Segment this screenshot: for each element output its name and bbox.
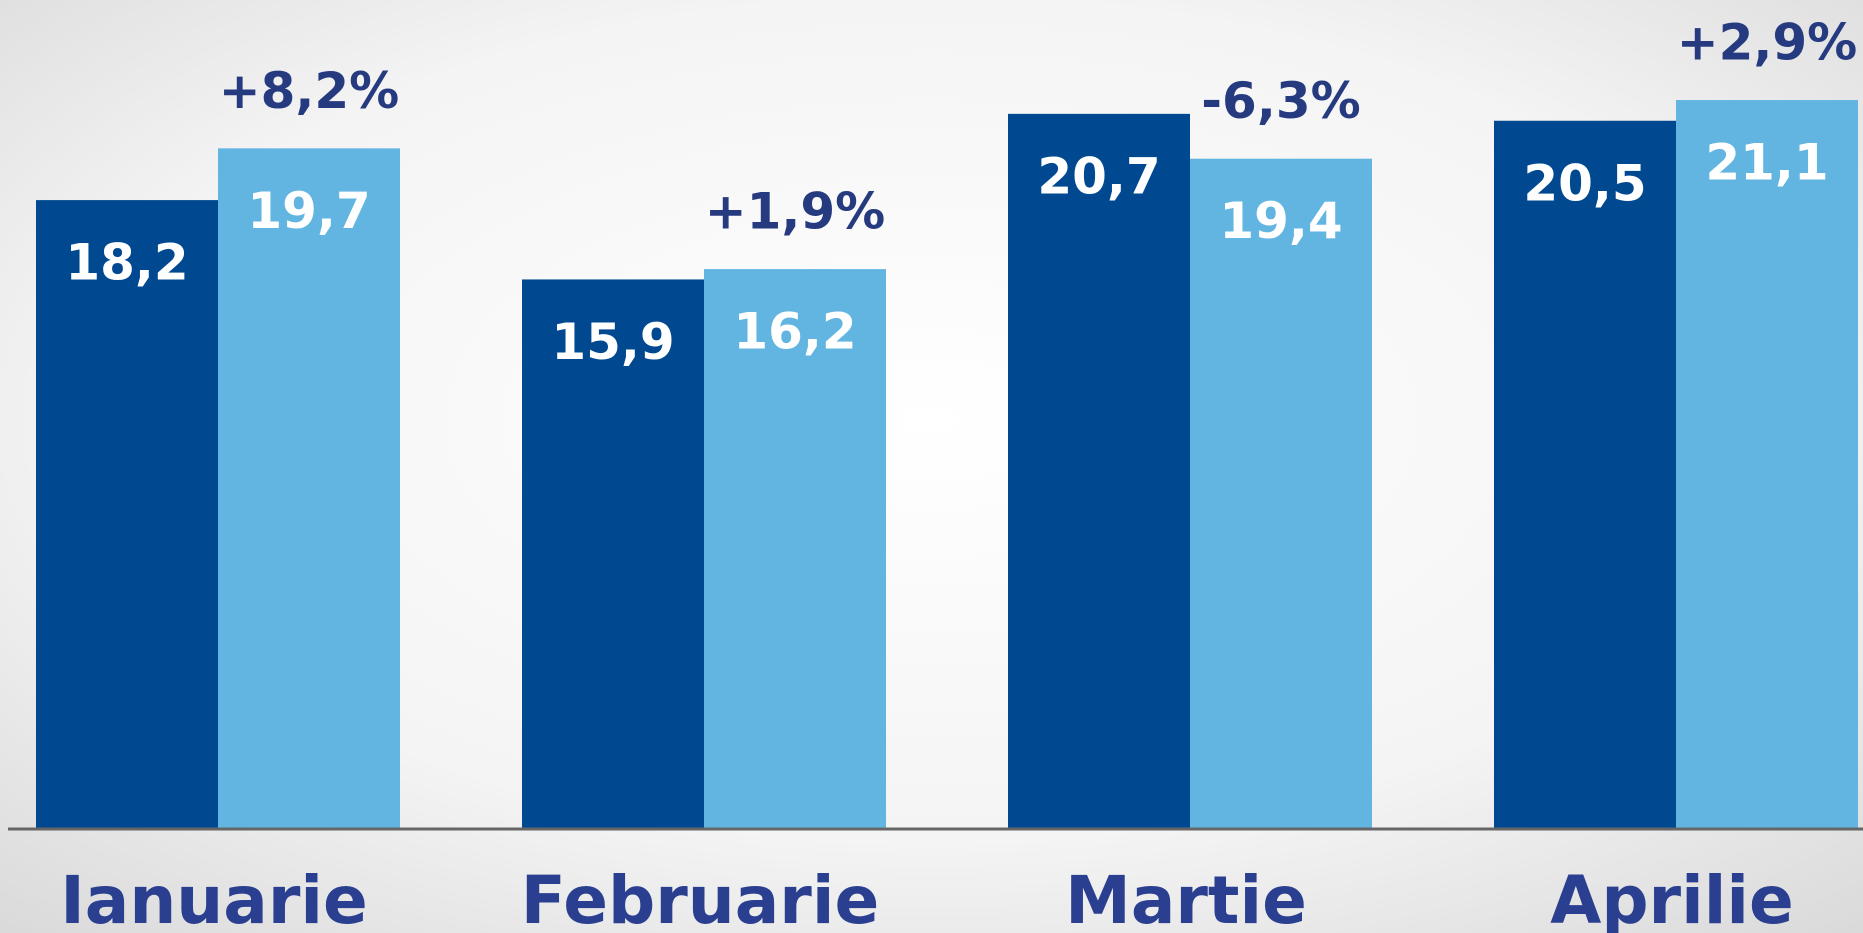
annotation: -6,3% xyxy=(1201,72,1360,130)
bar xyxy=(1676,100,1858,829)
x-tick-label: Martie xyxy=(1065,862,1307,933)
bar xyxy=(36,200,218,829)
bar xyxy=(522,279,704,828)
x-tick-label: Februarie xyxy=(521,862,879,933)
bar xyxy=(1494,120,1676,828)
value-label: 15,9 xyxy=(551,313,674,371)
value-label: 18,2 xyxy=(65,234,188,292)
bar xyxy=(218,148,400,829)
value-label: 20,7 xyxy=(1037,147,1160,205)
annotation: +2,9% xyxy=(1677,14,1858,72)
x-tick-label: Aprilie xyxy=(1550,862,1794,933)
annotation: +1,9% xyxy=(705,183,886,241)
bar xyxy=(1008,113,1190,829)
value-label: 19,7 xyxy=(247,182,370,240)
value-label: 19,4 xyxy=(1219,192,1342,250)
value-label: 20,5 xyxy=(1523,154,1646,212)
value-label: 16,2 xyxy=(733,303,856,361)
annotation: +8,2% xyxy=(219,62,400,120)
bar xyxy=(1190,158,1372,828)
value-label: 21,1 xyxy=(1705,134,1828,192)
bar xyxy=(704,269,886,829)
x-tick-label: Ianuarie xyxy=(60,862,368,933)
